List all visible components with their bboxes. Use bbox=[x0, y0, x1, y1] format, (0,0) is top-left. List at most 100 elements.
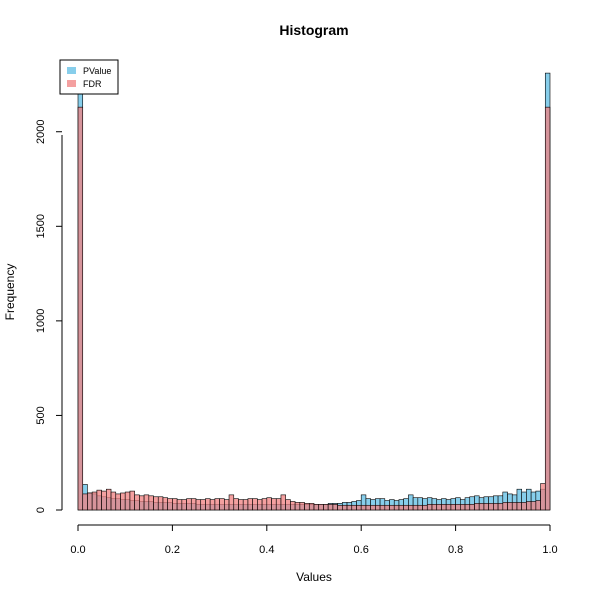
bar-fdr-20 bbox=[172, 498, 178, 511]
bar-fdr-57 bbox=[346, 504, 353, 511]
bar-fdr-89 bbox=[497, 503, 504, 511]
bar-fdr-11 bbox=[129, 490, 135, 511]
bar-fdr-42 bbox=[275, 498, 282, 511]
bar-fdr-49 bbox=[308, 503, 315, 511]
bar-fdr-81 bbox=[460, 504, 466, 511]
bar-fdr-71 bbox=[412, 504, 419, 511]
y-tick-label-1500: 1500 bbox=[35, 214, 47, 238]
bar-fdr-79 bbox=[450, 504, 456, 511]
bar-fdr-75 bbox=[431, 504, 438, 511]
bar-fdr-34 bbox=[238, 499, 244, 511]
bar-fdr-5 bbox=[101, 490, 107, 511]
bar-fdr-83 bbox=[469, 504, 475, 511]
bar-fdr-95 bbox=[526, 501, 532, 511]
x-ticks-group: 0.0 0.2 0.4 0.6 0.8 1.0 bbox=[70, 525, 558, 556]
bar-fdr-65 bbox=[384, 504, 390, 511]
x-tick-label-0.6: 0.6 bbox=[354, 544, 369, 556]
bar-fdr-2 bbox=[87, 492, 93, 511]
bar-fdr-28 bbox=[209, 499, 216, 511]
bar-fdr-62 bbox=[370, 504, 376, 511]
bar-fdr-23 bbox=[186, 498, 192, 511]
bar-fdr-8 bbox=[115, 493, 121, 511]
bar-fdr-0 bbox=[77, 106, 84, 511]
bar-fdr-41 bbox=[271, 498, 277, 511]
bar-fdr-59 bbox=[356, 504, 362, 511]
bar-fdr-9 bbox=[120, 492, 126, 511]
legend-label-pvalue: PValue bbox=[83, 66, 111, 76]
bar-fdr-96 bbox=[530, 501, 537, 511]
bar-fdr-30 bbox=[219, 498, 225, 511]
bar-fdr-72 bbox=[417, 504, 423, 511]
bar-fdr-38 bbox=[257, 499, 263, 511]
bar-fdr-88 bbox=[493, 503, 499, 511]
bar-fdr-98 bbox=[540, 483, 546, 511]
bar-fdr-53 bbox=[327, 504, 334, 511]
bar-fdr-76 bbox=[436, 504, 442, 511]
bar-fdr-3 bbox=[91, 491, 98, 511]
legend-label-fdr: FDR bbox=[83, 79, 102, 89]
bar-fdr-26 bbox=[200, 499, 206, 511]
bar-fdr-14 bbox=[143, 494, 150, 511]
bar-fdr-92 bbox=[511, 502, 518, 511]
bar-fdr-27 bbox=[205, 498, 211, 511]
bar-fdr-55 bbox=[337, 504, 343, 511]
bar-fdr-44 bbox=[285, 499, 291, 511]
bar-fdr-93 bbox=[516, 502, 522, 511]
bar-fdr-67 bbox=[393, 504, 400, 511]
bar-fdr-25 bbox=[195, 499, 202, 511]
x-tick-label-0.4: 0.4 bbox=[259, 544, 274, 556]
x-tick-label-1.0: 1.0 bbox=[542, 544, 557, 556]
bar-fdr-7 bbox=[110, 491, 117, 511]
bar-fdr-1 bbox=[82, 493, 88, 511]
bar-fdr-73 bbox=[422, 504, 428, 511]
bar-fdr-74 bbox=[426, 504, 433, 511]
y-tick-label-1000: 1000 bbox=[35, 309, 47, 333]
y-tick-label-500: 500 bbox=[35, 406, 47, 424]
bar-fdr-82 bbox=[464, 504, 471, 511]
bar-fdr-87 bbox=[488, 503, 494, 511]
bar-fdr-70 bbox=[408, 504, 414, 511]
bar-fdr-51 bbox=[318, 504, 324, 511]
bar-fdr-6 bbox=[106, 488, 112, 511]
legend-swatch-pvalue bbox=[67, 67, 76, 74]
y-axis-label: Frequency bbox=[3, 264, 17, 321]
y-tick-label-2000: 2000 bbox=[35, 119, 47, 143]
y-tick-label-0: 0 bbox=[35, 507, 47, 513]
bar-fdr-10 bbox=[124, 491, 131, 511]
bar-fdr-36 bbox=[247, 498, 253, 511]
bar-fdr-94 bbox=[521, 502, 527, 511]
x-tick-label-0.0: 0.0 bbox=[70, 544, 85, 556]
bar-fdr-24 bbox=[190, 498, 197, 511]
bar-fdr-12 bbox=[134, 494, 140, 511]
y-ticks-group: 0 500 1000 1500 2000 bbox=[35, 119, 62, 513]
bar-fdr-60 bbox=[360, 504, 367, 511]
bar-fdr-69 bbox=[403, 504, 409, 511]
bar-fdr-31 bbox=[224, 499, 230, 511]
bar-fdr-22 bbox=[181, 499, 187, 511]
bar-fdr-64 bbox=[379, 504, 386, 511]
legend-swatch-fdr bbox=[67, 80, 76, 87]
bar-fdr-85 bbox=[478, 503, 485, 511]
bar-fdr-32 bbox=[228, 494, 235, 511]
legend: PValue FDR bbox=[59, 59, 119, 95]
x-tick-label-0.8: 0.8 bbox=[448, 544, 463, 556]
bar-fdr-86 bbox=[483, 503, 489, 511]
bar-fdr-54 bbox=[332, 504, 338, 511]
bar-fdr-48 bbox=[304, 503, 310, 511]
bars-group bbox=[77, 72, 551, 511]
x-axis-label: Values bbox=[296, 570, 332, 584]
bar-fdr-61 bbox=[365, 504, 371, 511]
bar-fdr-47 bbox=[299, 502, 305, 511]
bar-fdr-77 bbox=[441, 504, 447, 511]
bar-fdr-4 bbox=[96, 489, 102, 511]
bar-fdr-52 bbox=[323, 504, 329, 511]
legend-box bbox=[59, 59, 119, 95]
bar-fdr-78 bbox=[445, 504, 452, 511]
bar-fdr-66 bbox=[389, 504, 395, 511]
bar-fdr-43 bbox=[280, 494, 286, 511]
bar-fdr-29 bbox=[214, 498, 220, 511]
bar-fdr-35 bbox=[242, 499, 249, 511]
bar-fdr-56 bbox=[342, 504, 348, 511]
bar-fdr-16 bbox=[153, 496, 159, 511]
